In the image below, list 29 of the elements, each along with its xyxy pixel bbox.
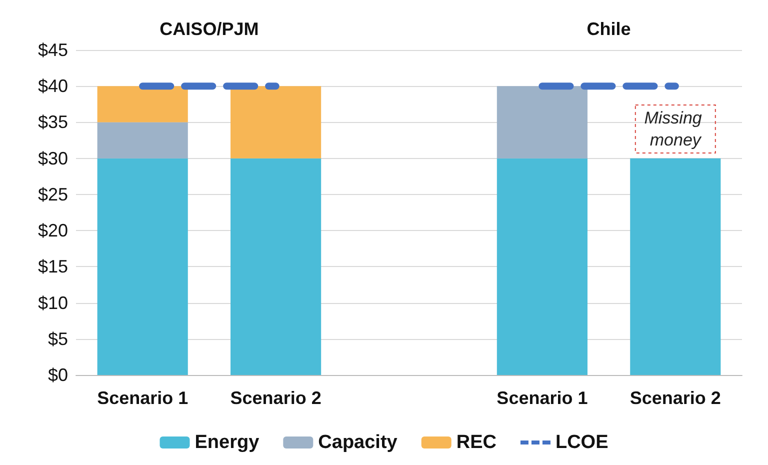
legend-label: Capacity — [318, 432, 398, 453]
bar — [230, 86, 322, 158]
legend-label: REC — [456, 432, 497, 453]
y-tick-label: $0 — [48, 365, 68, 385]
y-tick-label: $10 — [38, 292, 68, 313]
bar — [496, 86, 588, 158]
y-tick-label: $15 — [38, 256, 68, 277]
bar — [97, 122, 188, 158]
y-tick-label: $45 — [38, 40, 68, 60]
x-tick-label: Scenario 2 — [230, 388, 322, 408]
text: CAISO/PJM — [160, 19, 259, 39]
bar — [496, 158, 588, 375]
x-tick-label: Scenario 1 — [97, 388, 188, 408]
y-tick-label: $40 — [38, 76, 68, 96]
y-tick-label: $20 — [38, 220, 68, 241]
bar — [630, 158, 721, 375]
legend-label: Energy — [194, 432, 260, 453]
y-tick-label: $5 — [48, 328, 68, 349]
bar — [230, 158, 322, 375]
annotation: Missing money — [644, 108, 707, 150]
text: Chile — [586, 19, 631, 39]
x-tick-label: Scenario 2 — [630, 388, 721, 408]
bar — [97, 86, 188, 122]
y-tick-label: $25 — [38, 184, 68, 204]
legend-label: LCOE — [555, 432, 608, 453]
y-tick-label: $30 — [38, 148, 68, 168]
x-tick-label: Scenario 1 — [496, 388, 588, 408]
y-tick-label: $35 — [38, 112, 68, 132]
bar — [97, 158, 188, 375]
